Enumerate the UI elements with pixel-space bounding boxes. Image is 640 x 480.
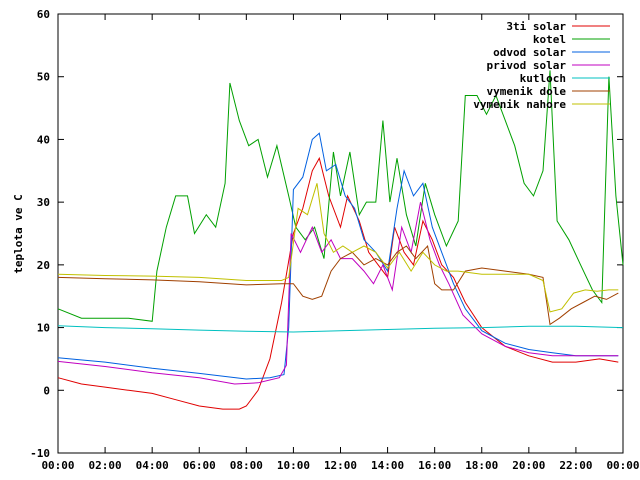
y-tick-label: 10 [37,322,50,335]
y-tick-label: -10 [30,447,50,460]
legend-label: odvod solar [493,46,566,59]
legend-label: privod solar [487,59,567,72]
x-tick-label: 20:00 [512,459,545,472]
series-line-4 [57,325,624,333]
series-line-0 [57,156,619,410]
x-tick-label: 16:00 [418,459,451,472]
x-tick-label: 14:00 [371,459,404,472]
legend-label: vymenik dole [487,85,567,98]
x-axis: 00:00 02:00 04:00 06:00 08:00 10:00 12:00 14:00… [41,14,640,472]
x-tick-label: 02:00 [89,459,122,472]
y-tick-label: 40 [37,133,50,146]
y-tick-label: 50 [37,71,50,84]
series-lines [57,70,624,410]
x-tick-label: 10:00 [277,459,310,472]
y-tick-label: 30 [37,196,50,209]
x-tick-label: 06:00 [183,459,216,472]
legend-label: kutloch [520,72,566,85]
series-line-6 [57,183,619,313]
x-tick-label: 12:00 [324,459,357,472]
series-line-1 [57,70,624,322]
x-tick-label: 08:00 [230,459,263,472]
x-tick-label: 18:00 [465,459,498,472]
legend-label: vymenik nahore [473,98,566,111]
y-tick-label: 60 [37,8,50,21]
legend-label: kotel [533,33,566,46]
x-tick-label: 00:00 [41,459,74,472]
y-tick-label: 20 [37,259,50,272]
series-line-3 [57,201,619,385]
series-line-2 [57,132,619,380]
y-axis: -10 0 10 20 30 40 50 60 [30,8,623,460]
y-tick-label: 0 [43,384,50,397]
x-tick-label: 04:00 [136,459,169,472]
x-tick-label: 00:00 [606,459,639,472]
legend-label: 3ti solar [506,20,566,33]
series-line-5 [57,244,619,326]
x-tick-label: 22:00 [559,459,592,472]
y-axis-label: teplota ve C [12,194,25,273]
